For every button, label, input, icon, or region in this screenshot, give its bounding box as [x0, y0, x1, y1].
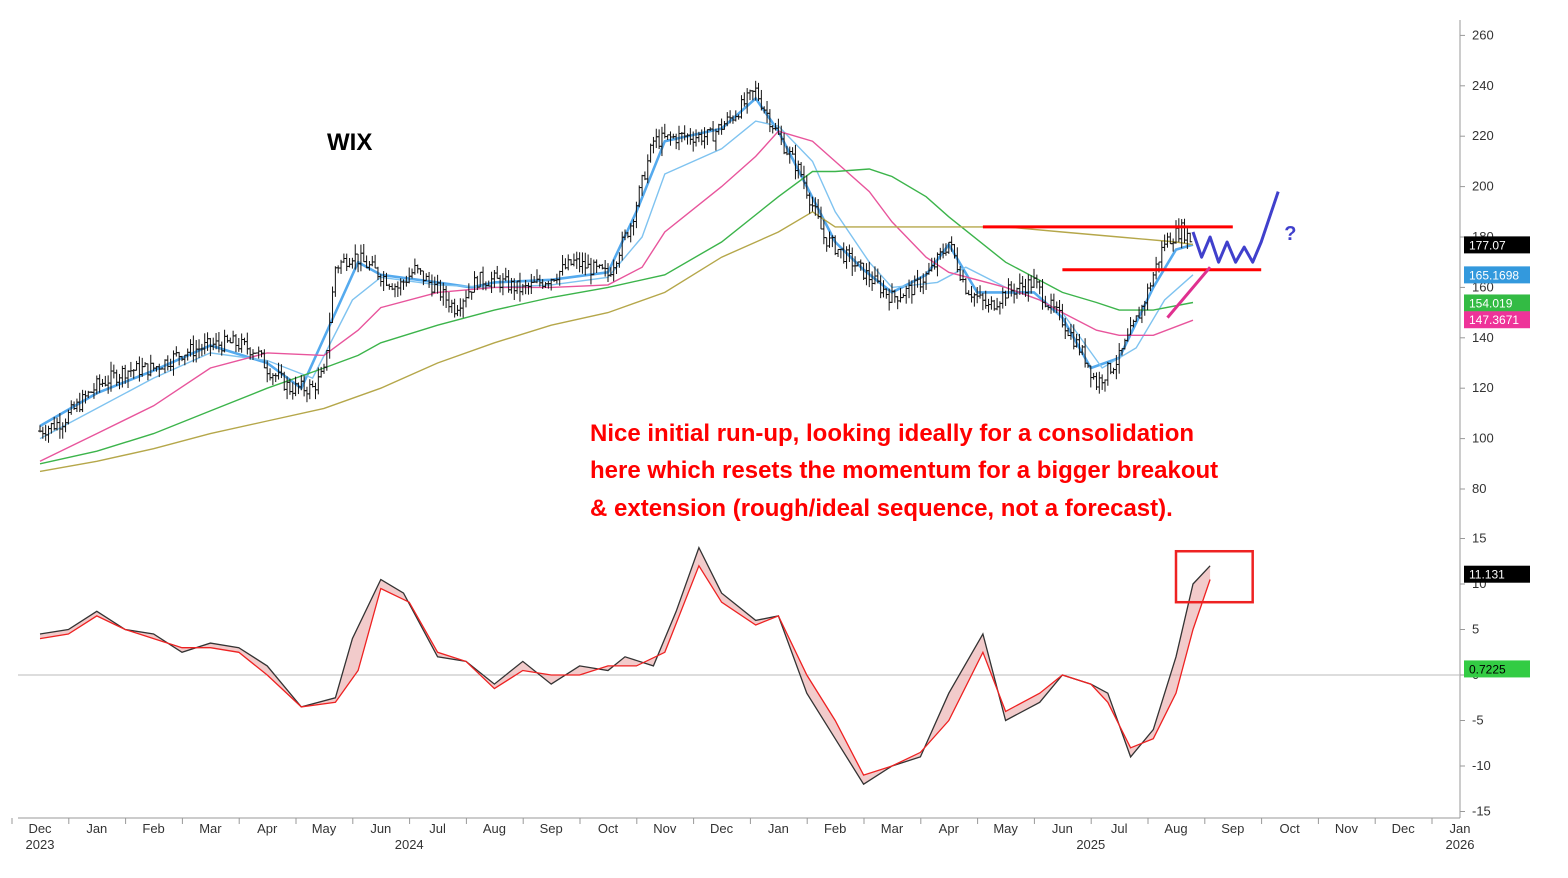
month-label: Mar: [881, 821, 904, 836]
month-label: Oct: [598, 821, 619, 836]
month-label: Jan: [86, 821, 107, 836]
rising-trendline: [1166, 266, 1212, 319]
year-label: 2023: [26, 837, 55, 852]
moving-average-line: [39, 168, 1194, 465]
annotation-line-3: & extension (rough/ideal sequence, not a…: [590, 495, 1173, 522]
month-label: Jul: [1111, 821, 1128, 836]
oscillator-tick-label: 15: [1472, 531, 1486, 546]
month-label: Dec: [710, 821, 734, 836]
month-label: Apr: [257, 821, 278, 836]
month-label: May: [993, 821, 1018, 836]
value-tags: 177.07 165.1698 154.019 147.3671 11.131 0.722…: [1464, 236, 1530, 678]
month-label: Nov: [1335, 821, 1359, 836]
month-label: Aug: [1164, 821, 1187, 836]
value-tag-label: 0.7225: [1469, 662, 1506, 676]
value-tag: [1464, 660, 1530, 678]
projection-path: ?: [1166, 191, 1296, 319]
time-axis: Dec Jan Feb Mar Apr May Jun Jul Aug Sep Oct Nov Dec J…: [11, 818, 1475, 852]
chart-title: WIX: [327, 129, 372, 156]
oscillator-fast-line: [39, 545, 1211, 786]
price-axis: 80100120140160180200220240260: [1460, 27, 1494, 496]
price-tick-label: 260: [1472, 27, 1494, 42]
price-tick-label: 80: [1472, 481, 1486, 496]
month-label: Dec: [1392, 821, 1416, 836]
month-label: Sep: [540, 821, 563, 836]
chart-frame: [18, 20, 1461, 819]
month-label: Feb: [142, 821, 164, 836]
oscillator-tick-label: -15: [1472, 804, 1491, 819]
annotation-line-1: Nice initial run-up, looking ideally for…: [590, 420, 1194, 447]
highlight-box: [1174, 549, 1254, 604]
year-label: 2026: [1446, 837, 1475, 852]
projection-wave: [1191, 191, 1280, 264]
value-tag-label: 165.1698: [1469, 268, 1519, 282]
month-label: Jun: [370, 821, 391, 836]
oscillator-tick-label: -10: [1472, 758, 1491, 773]
year-label: 2024: [395, 837, 424, 852]
value-tag-label: 147.3671: [1469, 313, 1519, 327]
projection-question-mark: ?: [1284, 223, 1296, 245]
month-label: Jul: [429, 821, 446, 836]
month-label: Jan: [768, 821, 789, 836]
month-label: May: [312, 821, 337, 836]
value-tag: [1464, 266, 1530, 284]
month-label: Mar: [199, 821, 222, 836]
oscillator-tick-label: -5: [1472, 713, 1484, 728]
value-tag-label: 11.131: [1469, 568, 1505, 582]
price-tick-label: 220: [1472, 128, 1494, 143]
moving-average-line: [39, 210, 1194, 473]
value-tag-label: 177.07: [1469, 238, 1506, 252]
momentum-oscillator: [39, 545, 1254, 786]
price-tick-label: 240: [1472, 78, 1494, 93]
month-label: Feb: [824, 821, 846, 836]
year-label: 2025: [1076, 837, 1105, 852]
month-label: Jun: [1052, 821, 1073, 836]
month-label: Dec: [28, 821, 52, 836]
value-tag: [1464, 294, 1530, 312]
price-tick-label: 140: [1472, 330, 1494, 345]
month-label: Nov: [653, 821, 677, 836]
price-tick-label: 100: [1472, 431, 1494, 446]
month-label: Apr: [939, 821, 960, 836]
price-tick-label: 200: [1472, 179, 1494, 194]
value-tag: [1464, 565, 1530, 583]
price-bars: [38, 80, 1193, 443]
oscillator-tick-label: 5: [1472, 622, 1479, 637]
horizontal-levels: [982, 225, 1262, 272]
moving-average-line: [39, 130, 1194, 462]
value-tag: [1464, 236, 1530, 254]
month-label: Aug: [483, 821, 506, 836]
price-tick-label: 120: [1472, 380, 1494, 395]
annotation-line-2: here which resets the momentum for a big…: [590, 457, 1218, 484]
month-label: Sep: [1221, 821, 1244, 836]
value-tag-label: 154.019: [1469, 296, 1513, 310]
value-tag: [1464, 311, 1530, 329]
month-label: Oct: [1279, 821, 1300, 836]
month-label: Jan: [1450, 821, 1471, 836]
oscillator-slow-line: [39, 564, 1211, 776]
